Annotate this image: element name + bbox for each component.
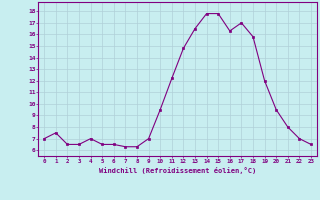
X-axis label: Windchill (Refroidissement éolien,°C): Windchill (Refroidissement éolien,°C) xyxy=(99,167,256,174)
